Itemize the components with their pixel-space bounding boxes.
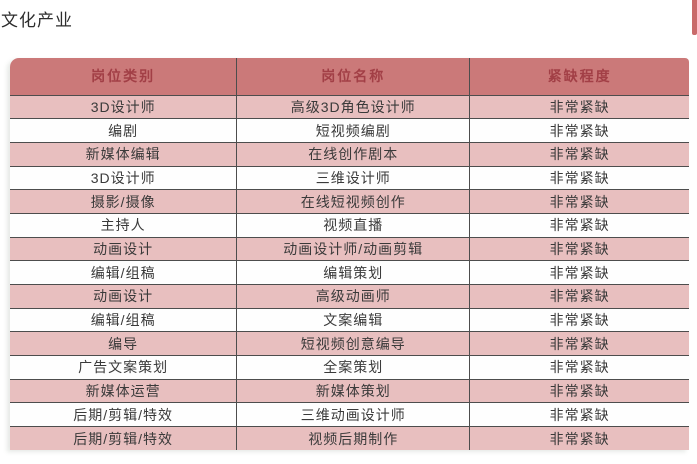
job-name-cell: 短视频创意编导 bbox=[236, 331, 471, 357]
table-row: 编导 短视频创意编导 非常紧缺 bbox=[10, 331, 689, 357]
table-row: 主持人 视频直播 非常紧缺 bbox=[10, 212, 689, 238]
job-category-cell: 新媒体编辑 bbox=[10, 141, 238, 167]
table-row: 新媒体运营 新媒体策划 非常紧缺 bbox=[10, 378, 689, 404]
job-name-cell: 编辑策划 bbox=[236, 260, 471, 285]
job-name-cell: 视频后期制作 bbox=[236, 426, 471, 451]
job-name-cell: 短视频编剧 bbox=[236, 118, 471, 143]
table-row: 动画设计 高级动画师 非常紧缺 bbox=[10, 284, 689, 309]
column-header-job-category: 岗位类别 bbox=[10, 58, 238, 96]
job-category-cell: 编辑/组稿 bbox=[10, 307, 238, 333]
job-name-cell: 在线短视频创作 bbox=[236, 189, 471, 214]
job-table-head: 岗位类别 岗位名称 紧缺程度 bbox=[10, 58, 689, 96]
job-category-cell: 编导 bbox=[10, 331, 238, 357]
table-row: 编剧 短视频编剧 非常紧缺 bbox=[10, 118, 689, 143]
table-row: 编辑/组稿 文案编辑 非常紧缺 bbox=[10, 307, 689, 333]
scarcity-level-cell: 非常紧缺 bbox=[469, 165, 689, 191]
job-name-cell: 三维设计师 bbox=[236, 165, 471, 191]
scarcity-level-cell: 非常紧缺 bbox=[469, 402, 689, 428]
scarcity-level-cell: 非常紧缺 bbox=[469, 236, 689, 262]
job-category-cell: 编辑/组稿 bbox=[10, 260, 238, 285]
job-name-cell: 高级3D角色设计师 bbox=[236, 94, 471, 120]
scarcity-level-cell: 非常紧缺 bbox=[469, 331, 689, 357]
scarcity-level-cell: 非常紧缺 bbox=[469, 426, 689, 451]
scarcity-level-cell: 非常紧缺 bbox=[469, 94, 689, 120]
column-header-job-name: 岗位名称 bbox=[236, 58, 471, 96]
scarcity-level-cell: 非常紧缺 bbox=[469, 284, 689, 309]
job-category-cell: 主持人 bbox=[10, 212, 238, 238]
job-name-cell: 动画设计师/动画剪辑 bbox=[236, 236, 471, 262]
scarcity-level-cell: 非常紧缺 bbox=[469, 141, 689, 167]
job-name-cell: 新媒体策划 bbox=[236, 378, 471, 404]
job-category-cell: 3D设计师 bbox=[10, 165, 238, 191]
job-name-cell: 全案策划 bbox=[236, 355, 471, 380]
job-name-cell: 在线创作剧本 bbox=[236, 141, 471, 167]
column-header-scarcity-level: 紧缺程度 bbox=[469, 58, 689, 96]
scarcity-level-cell: 非常紧缺 bbox=[469, 118, 689, 143]
job-category-cell: 摄影/摄像 bbox=[10, 189, 238, 214]
job-name-cell: 高级动画师 bbox=[236, 284, 471, 309]
scarcity-level-cell: 非常紧缺 bbox=[469, 189, 689, 214]
scarcity-level-cell: 非常紧缺 bbox=[469, 212, 689, 238]
table-row: 编辑/组稿 编辑策划 非常紧缺 bbox=[10, 260, 689, 285]
page-title: 文化产业 bbox=[1, 11, 73, 30]
job-name-cell: 文案编辑 bbox=[236, 307, 471, 333]
scarcity-level-cell: 非常紧缺 bbox=[469, 307, 689, 333]
job-category-cell: 后期/剪辑/特效 bbox=[10, 426, 238, 451]
table-row: 3D设计师 三维设计师 非常紧缺 bbox=[10, 165, 689, 191]
job-name-cell: 三维动画设计师 bbox=[236, 402, 471, 428]
table-row: 后期/剪辑/特效 三维动画设计师 非常紧缺 bbox=[10, 402, 689, 428]
job-category-cell: 3D设计师 bbox=[10, 94, 238, 120]
table-row: 后期/剪辑/特效 视频后期制作 非常紧缺 bbox=[10, 426, 689, 451]
job-category-cell: 广告文案策划 bbox=[10, 355, 238, 380]
job-category-cell: 编剧 bbox=[10, 118, 238, 143]
scarcity-level-cell: 非常紧缺 bbox=[469, 355, 689, 380]
scarcity-level-cell: 非常紧缺 bbox=[469, 378, 689, 404]
table-header-row: 岗位类别 岗位名称 紧缺程度 bbox=[10, 58, 689, 96]
scarcity-level-cell: 非常紧缺 bbox=[469, 260, 689, 285]
table-row: 广告文案策划 全案策划 非常紧缺 bbox=[10, 355, 689, 380]
red-edge-fragment bbox=[692, 0, 697, 35]
job-scarcity-table: 岗位类别 岗位名称 紧缺程度 3D设计师 高级3D角色设计师 非常紧缺 编剧 短视频编剧… bbox=[10, 58, 689, 451]
table-row: 新媒体编辑 在线创作剧本 非常紧缺 bbox=[10, 141, 689, 167]
job-category-cell: 动画设计 bbox=[10, 284, 238, 309]
job-table-container: 岗位类别 岗位名称 紧缺程度 3D设计师 高级3D角色设计师 非常紧缺 编剧 短视频编剧… bbox=[10, 58, 689, 451]
job-category-cell: 后期/剪辑/特效 bbox=[10, 402, 238, 428]
table-row: 动画设计 动画设计师/动画剪辑 非常紧缺 bbox=[10, 236, 689, 262]
job-category-cell: 新媒体运营 bbox=[10, 378, 238, 404]
table-row: 摄影/摄像 在线短视频创作 非常紧缺 bbox=[10, 189, 689, 214]
job-name-cell: 视频直播 bbox=[236, 212, 471, 238]
job-category-cell: 动画设计 bbox=[10, 236, 238, 262]
job-table-body: 3D设计师 高级3D角色设计师 非常紧缺 编剧 短视频编剧 非常紧缺 新媒体编辑 在线创作剧本… bbox=[10, 94, 689, 451]
table-row: 3D设计师 高级3D角色设计师 非常紧缺 bbox=[10, 94, 689, 120]
